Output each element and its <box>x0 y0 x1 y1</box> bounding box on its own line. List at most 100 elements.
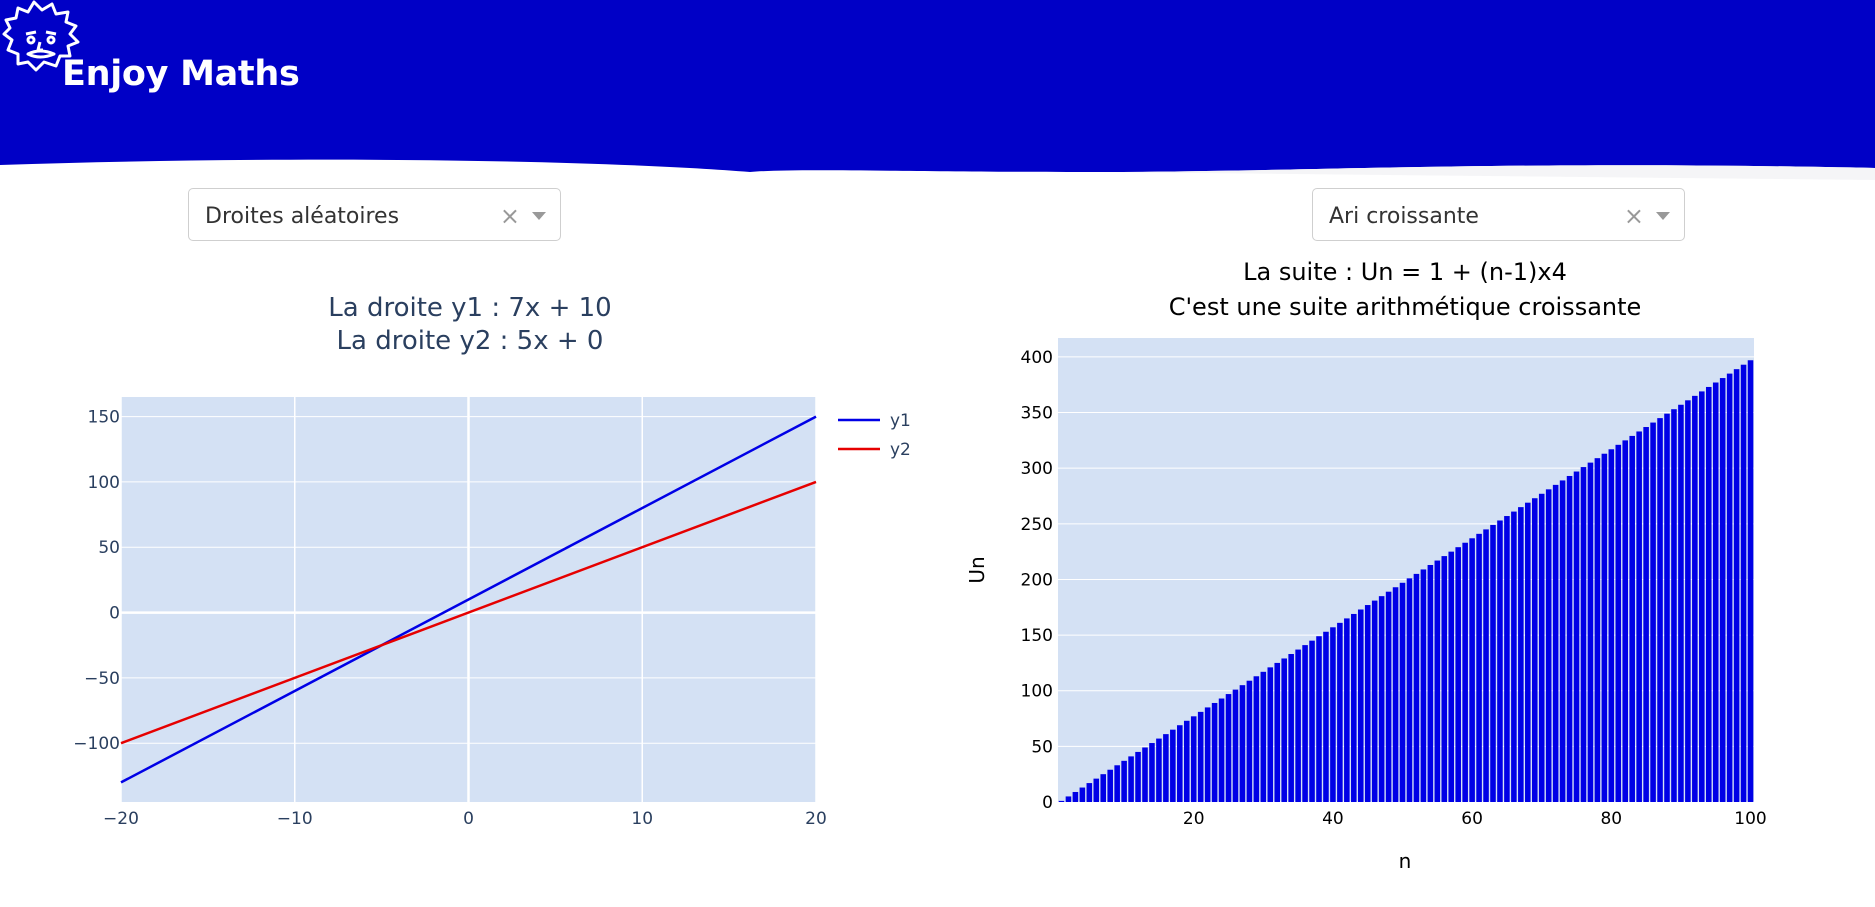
y-tick-label: 150 <box>1021 626 1053 646</box>
bar-n-12 <box>1135 751 1141 802</box>
bar-n-73 <box>1559 480 1566 802</box>
bar-n-42 <box>1344 618 1350 802</box>
bar-n-65 <box>1504 516 1510 802</box>
bar-n-46 <box>1371 600 1378 802</box>
bar-n-89 <box>1671 409 1677 802</box>
y-tick-label: 350 <box>1021 404 1053 424</box>
bar-n-10 <box>1121 760 1127 802</box>
bar-n-47 <box>1378 596 1385 802</box>
bar-n-25 <box>1225 694 1232 802</box>
bar-n-37 <box>1309 640 1315 802</box>
bar-n-66 <box>1511 511 1517 802</box>
y-tick-label: 100 <box>1021 682 1053 702</box>
bar-n-33 <box>1281 658 1287 802</box>
bar-n-23 <box>1211 702 1218 802</box>
bar-n-61 <box>1476 533 1482 802</box>
bar-n-76 <box>1580 467 1587 802</box>
y-axis-label: Un <box>965 556 989 583</box>
bar-n-15 <box>1156 738 1162 802</box>
bar-n-41 <box>1337 622 1343 802</box>
bar-n-28 <box>1246 680 1253 802</box>
bar-n-82 <box>1622 440 1629 802</box>
legend-label-y2[interactable]: y2 <box>890 440 911 460</box>
clear-icon[interactable]: × <box>1623 202 1644 230</box>
bar-n-1 <box>1058 800 1065 802</box>
bar-n-50 <box>1399 582 1406 802</box>
bar-n-99 <box>1740 364 1747 802</box>
bar-n-39 <box>1323 631 1329 802</box>
series-line-y2 <box>120 480 817 745</box>
bar-n-6 <box>1093 778 1100 802</box>
bar-n-29 <box>1253 676 1260 802</box>
bar-n-2 <box>1065 796 1072 802</box>
legend-label-y1[interactable]: y1 <box>890 411 911 431</box>
x-tick-label: 40 <box>1322 809 1344 829</box>
bar-n-88 <box>1664 413 1670 802</box>
y-tick-label: 150 <box>88 408 120 428</box>
bar-n-79 <box>1601 453 1608 802</box>
bar-n-48 <box>1385 591 1392 802</box>
x-tick-label: −20 <box>103 809 139 829</box>
bar-n-18 <box>1177 725 1183 802</box>
bar-n-70 <box>1538 493 1545 802</box>
line-type-select-value: Droites aléatoires <box>205 204 400 229</box>
bar-n-26 <box>1232 689 1239 802</box>
app-header: Enjoy Maths <box>0 0 1875 180</box>
bar-n-14 <box>1149 743 1155 802</box>
bar-n-90 <box>1678 404 1684 802</box>
line-type-select[interactable]: Droites aléatoires × <box>188 188 561 241</box>
bar-n-63 <box>1490 524 1496 802</box>
bar-n-62 <box>1483 529 1489 802</box>
bar-n-31 <box>1267 667 1274 802</box>
bar-n-74 <box>1566 475 1573 802</box>
bar-n-53 <box>1420 569 1427 802</box>
bar-n-98 <box>1733 369 1740 802</box>
clear-icon[interactable]: × <box>499 202 520 230</box>
bar-n-81 <box>1615 444 1622 802</box>
bar-n-71 <box>1545 489 1552 802</box>
bar-n-72 <box>1552 484 1559 802</box>
bar-n-17 <box>1170 729 1176 802</box>
bar-n-45 <box>1364 605 1371 802</box>
bar-n-22 <box>1204 707 1211 802</box>
x-tick-label: −10 <box>277 809 313 829</box>
chevron-down-icon[interactable] <box>532 212 546 220</box>
bar-n-60 <box>1469 538 1475 802</box>
sequence-type-select[interactable]: Ari croissante × <box>1312 188 1685 241</box>
bar-n-75 <box>1573 471 1580 802</box>
bar-n-91 <box>1685 400 1691 802</box>
x-tick-label: 10 <box>631 809 653 829</box>
chevron-down-icon[interactable] <box>1656 212 1670 220</box>
bar-n-36 <box>1302 645 1308 802</box>
bar-n-56 <box>1441 556 1448 802</box>
y-tick-label: 100 <box>88 473 120 493</box>
bar-n-92 <box>1692 395 1698 802</box>
bar-n-49 <box>1392 587 1399 802</box>
plot-area <box>1058 338 1754 802</box>
bar-n-9 <box>1114 765 1120 802</box>
bar-n-20 <box>1190 716 1197 802</box>
chart-title-line-2: C'est une suite arithmétique croissante <box>1169 293 1642 321</box>
x-tick-label: 20 <box>805 809 827 829</box>
y-tick-label: 0 <box>1042 793 1053 813</box>
bar-n-30 <box>1260 671 1267 802</box>
y-tick-label: −50 <box>84 669 120 689</box>
bar-n-59 <box>1462 542 1468 802</box>
x-axis-label: n <box>1399 849 1412 873</box>
bar-n-85 <box>1643 427 1649 802</box>
bar-n-16 <box>1163 734 1169 802</box>
bar-n-78 <box>1594 458 1601 802</box>
bar-n-54 <box>1427 564 1434 802</box>
bar-n-32 <box>1274 662 1281 802</box>
y-tick-label: 250 <box>1021 515 1053 535</box>
bar-n-57 <box>1448 551 1455 802</box>
bar-n-58 <box>1455 547 1461 802</box>
bar-n-52 <box>1413 573 1420 802</box>
bar-n-4 <box>1079 787 1086 802</box>
bar-n-8 <box>1107 769 1113 802</box>
bar-n-5 <box>1086 783 1093 802</box>
bar-n-40 <box>1330 627 1336 802</box>
bar-n-95 <box>1712 382 1719 802</box>
y-tick-label: 50 <box>98 538 120 558</box>
bar-n-55 <box>1434 560 1441 802</box>
